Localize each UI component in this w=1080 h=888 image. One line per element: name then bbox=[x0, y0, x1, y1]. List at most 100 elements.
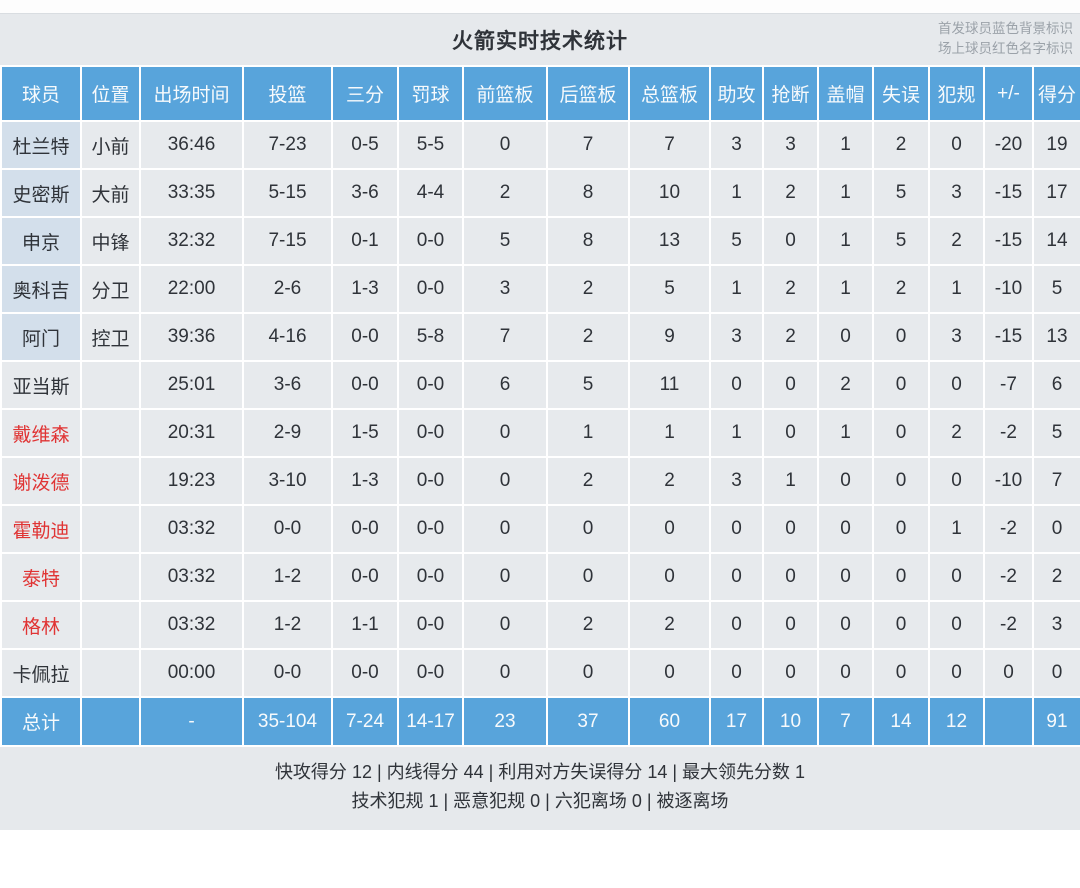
stat-cell: 0-0 bbox=[397, 552, 464, 602]
column-header: 球员 bbox=[0, 65, 82, 122]
stat-cell: 3 bbox=[709, 120, 764, 170]
column-header: 助攻 bbox=[709, 65, 764, 122]
stat-cell: 5 bbox=[1032, 264, 1080, 314]
stat-cell: 3 bbox=[928, 312, 985, 362]
stat-cell: 0 bbox=[762, 600, 819, 650]
player-row: 申京 中锋 32:32 7-15 0-1 0-0 5 8 13 5 0 1 5 2 -15 14 bbox=[0, 216, 1080, 266]
stat-cell: -10 bbox=[983, 264, 1034, 314]
stat-cell: 3 bbox=[1032, 600, 1080, 650]
stat-cell: 0 bbox=[872, 312, 930, 362]
stat-cell: 1 bbox=[628, 408, 711, 458]
legend-starter-note: 首发球员蓝色背景标识 bbox=[938, 21, 1073, 36]
stat-cell: 0 bbox=[872, 552, 930, 602]
stat-cell: 4-4 bbox=[397, 168, 464, 218]
column-header: 罚球 bbox=[397, 65, 464, 122]
team-stats-footer: 快攻得分 12 | 内线得分 44 | 利用对方失误得分 14 | 最大领先分数… bbox=[0, 747, 1080, 830]
totals-stat-cell: 7 bbox=[817, 696, 874, 747]
stats-table: 球员 位置 出场时间 投篮 三分 罚球 前篮板 后篮板 总篮板 助攻 抢断 盖帽 失误 犯规 +/- 得分 杜… bbox=[0, 65, 1080, 747]
stat-cell: 0-1 bbox=[331, 216, 399, 266]
stat-cell: 2 bbox=[817, 360, 874, 410]
stat-cell: 0 bbox=[462, 552, 548, 602]
player-row: 泰特 03:32 1-2 0-0 0-0 0 0 0 0 0 0 0 0 -2 2 bbox=[0, 552, 1080, 602]
stat-cell: 2 bbox=[872, 264, 930, 314]
stat-cell: 0 bbox=[462, 456, 548, 506]
stat-cell: 5 bbox=[872, 216, 930, 266]
top-strip bbox=[0, 0, 1080, 14]
stat-cell: 03:32 bbox=[139, 552, 244, 602]
stat-cell bbox=[80, 456, 141, 506]
player-name-cell: 戴维森 bbox=[0, 408, 82, 458]
player-row: 卡佩拉 00:00 0-0 0-0 0-0 0 0 0 0 0 0 0 0 0 0 bbox=[0, 648, 1080, 698]
stat-cell: -7 bbox=[983, 360, 1034, 410]
stat-cell: 1 bbox=[817, 408, 874, 458]
stat-cell: 5-8 bbox=[397, 312, 464, 362]
stat-cell: 0 bbox=[762, 408, 819, 458]
stat-cell: 6 bbox=[1032, 360, 1080, 410]
player-name-cell: 霍勒迪 bbox=[0, 504, 82, 554]
legend-notes: 首发球员蓝色背景标识 场上球员红色名字标识 bbox=[938, 19, 1073, 60]
stat-cell: 0 bbox=[709, 360, 764, 410]
column-header: 失误 bbox=[872, 65, 930, 122]
stat-cell: 00:00 bbox=[139, 648, 244, 698]
player-row: 杜兰特 小前 36:46 7-23 0-5 5-5 0 7 7 3 3 1 2 0 -20 19 bbox=[0, 120, 1080, 170]
player-name-cell: 格林 bbox=[0, 600, 82, 650]
stat-cell: 39:36 bbox=[139, 312, 244, 362]
stat-cell: 0 bbox=[872, 504, 930, 554]
stat-cell: 1-3 bbox=[331, 456, 399, 506]
stat-cell: 0 bbox=[762, 216, 819, 266]
player-row: 阿门 控卫 39:36 4-16 0-0 5-8 7 2 9 3 2 0 0 3 -15 13 bbox=[0, 312, 1080, 362]
player-row: 史密斯 大前 33:35 5-15 3-6 4-4 2 8 10 1 2 1 5 3 -15 17 bbox=[0, 168, 1080, 218]
stat-cell: 1 bbox=[817, 120, 874, 170]
stat-cell: 1 bbox=[817, 168, 874, 218]
stat-cell: -2 bbox=[983, 552, 1034, 602]
stat-cell: 2-6 bbox=[242, 264, 333, 314]
stat-cell: 8 bbox=[546, 216, 630, 266]
stat-cell: 5 bbox=[546, 360, 630, 410]
totals-stat-cell: - bbox=[139, 696, 244, 747]
stat-cell bbox=[80, 504, 141, 554]
stat-cell: 2 bbox=[628, 456, 711, 506]
player-row: 格林 03:32 1-2 1-1 0-0 0 2 2 0 0 0 0 0 -2 3 bbox=[0, 600, 1080, 650]
stat-cell: -20 bbox=[983, 120, 1034, 170]
stat-cell: 11 bbox=[628, 360, 711, 410]
stat-cell: 0 bbox=[546, 648, 630, 698]
stat-cell: 2 bbox=[762, 264, 819, 314]
stat-cell: 0 bbox=[928, 120, 985, 170]
stat-cell: 0 bbox=[983, 648, 1034, 698]
stat-cell: 0-0 bbox=[331, 552, 399, 602]
stat-cell: 1-2 bbox=[242, 552, 333, 602]
player-name-cell: 泰特 bbox=[0, 552, 82, 602]
header-row: 球员 位置 出场时间 投篮 三分 罚球 前篮板 后篮板 总篮板 助攻 抢断 盖帽 失误 犯规 +/- 得分 bbox=[0, 65, 1080, 122]
stat-cell: 4-16 bbox=[242, 312, 333, 362]
stat-cell: 0-0 bbox=[397, 600, 464, 650]
stat-cell: 0 bbox=[1032, 648, 1080, 698]
column-header: 位置 bbox=[80, 65, 141, 122]
stat-cell: 7 bbox=[628, 120, 711, 170]
stat-cell: 0 bbox=[462, 408, 548, 458]
stat-cell: 0 bbox=[762, 360, 819, 410]
footer-line-1: 快攻得分 12 | 内线得分 44 | 利用对方失误得分 14 | 最大领先分数… bbox=[274, 762, 806, 782]
column-header: 总篮板 bbox=[628, 65, 711, 122]
stat-cell: 2-9 bbox=[242, 408, 333, 458]
stat-cell: 0 bbox=[928, 648, 985, 698]
player-name-cell: 谢泼德 bbox=[0, 456, 82, 506]
stat-cell: 0 bbox=[628, 552, 711, 602]
stat-cell: 2 bbox=[546, 312, 630, 362]
stat-cell: 0 bbox=[709, 648, 764, 698]
stat-cell: 1-2 bbox=[242, 600, 333, 650]
stat-cell: 0 bbox=[928, 456, 985, 506]
stat-cell: 8 bbox=[546, 168, 630, 218]
stat-cell: 0 bbox=[546, 504, 630, 554]
page-title: 火箭实时技术统计 bbox=[452, 29, 628, 53]
totals-stat-cell: 12 bbox=[928, 696, 985, 747]
stat-cell: -2 bbox=[983, 408, 1034, 458]
stat-cell: 大前 bbox=[80, 168, 141, 218]
stat-cell: 0 bbox=[817, 504, 874, 554]
stat-cell: 1 bbox=[817, 216, 874, 266]
stat-cell: 1-5 bbox=[331, 408, 399, 458]
stat-cell: 0 bbox=[817, 648, 874, 698]
stat-cell: 0-0 bbox=[397, 264, 464, 314]
stat-cell: 1-3 bbox=[331, 264, 399, 314]
player-name-cell: 杜兰特 bbox=[0, 120, 82, 170]
stat-cell: 13 bbox=[628, 216, 711, 266]
